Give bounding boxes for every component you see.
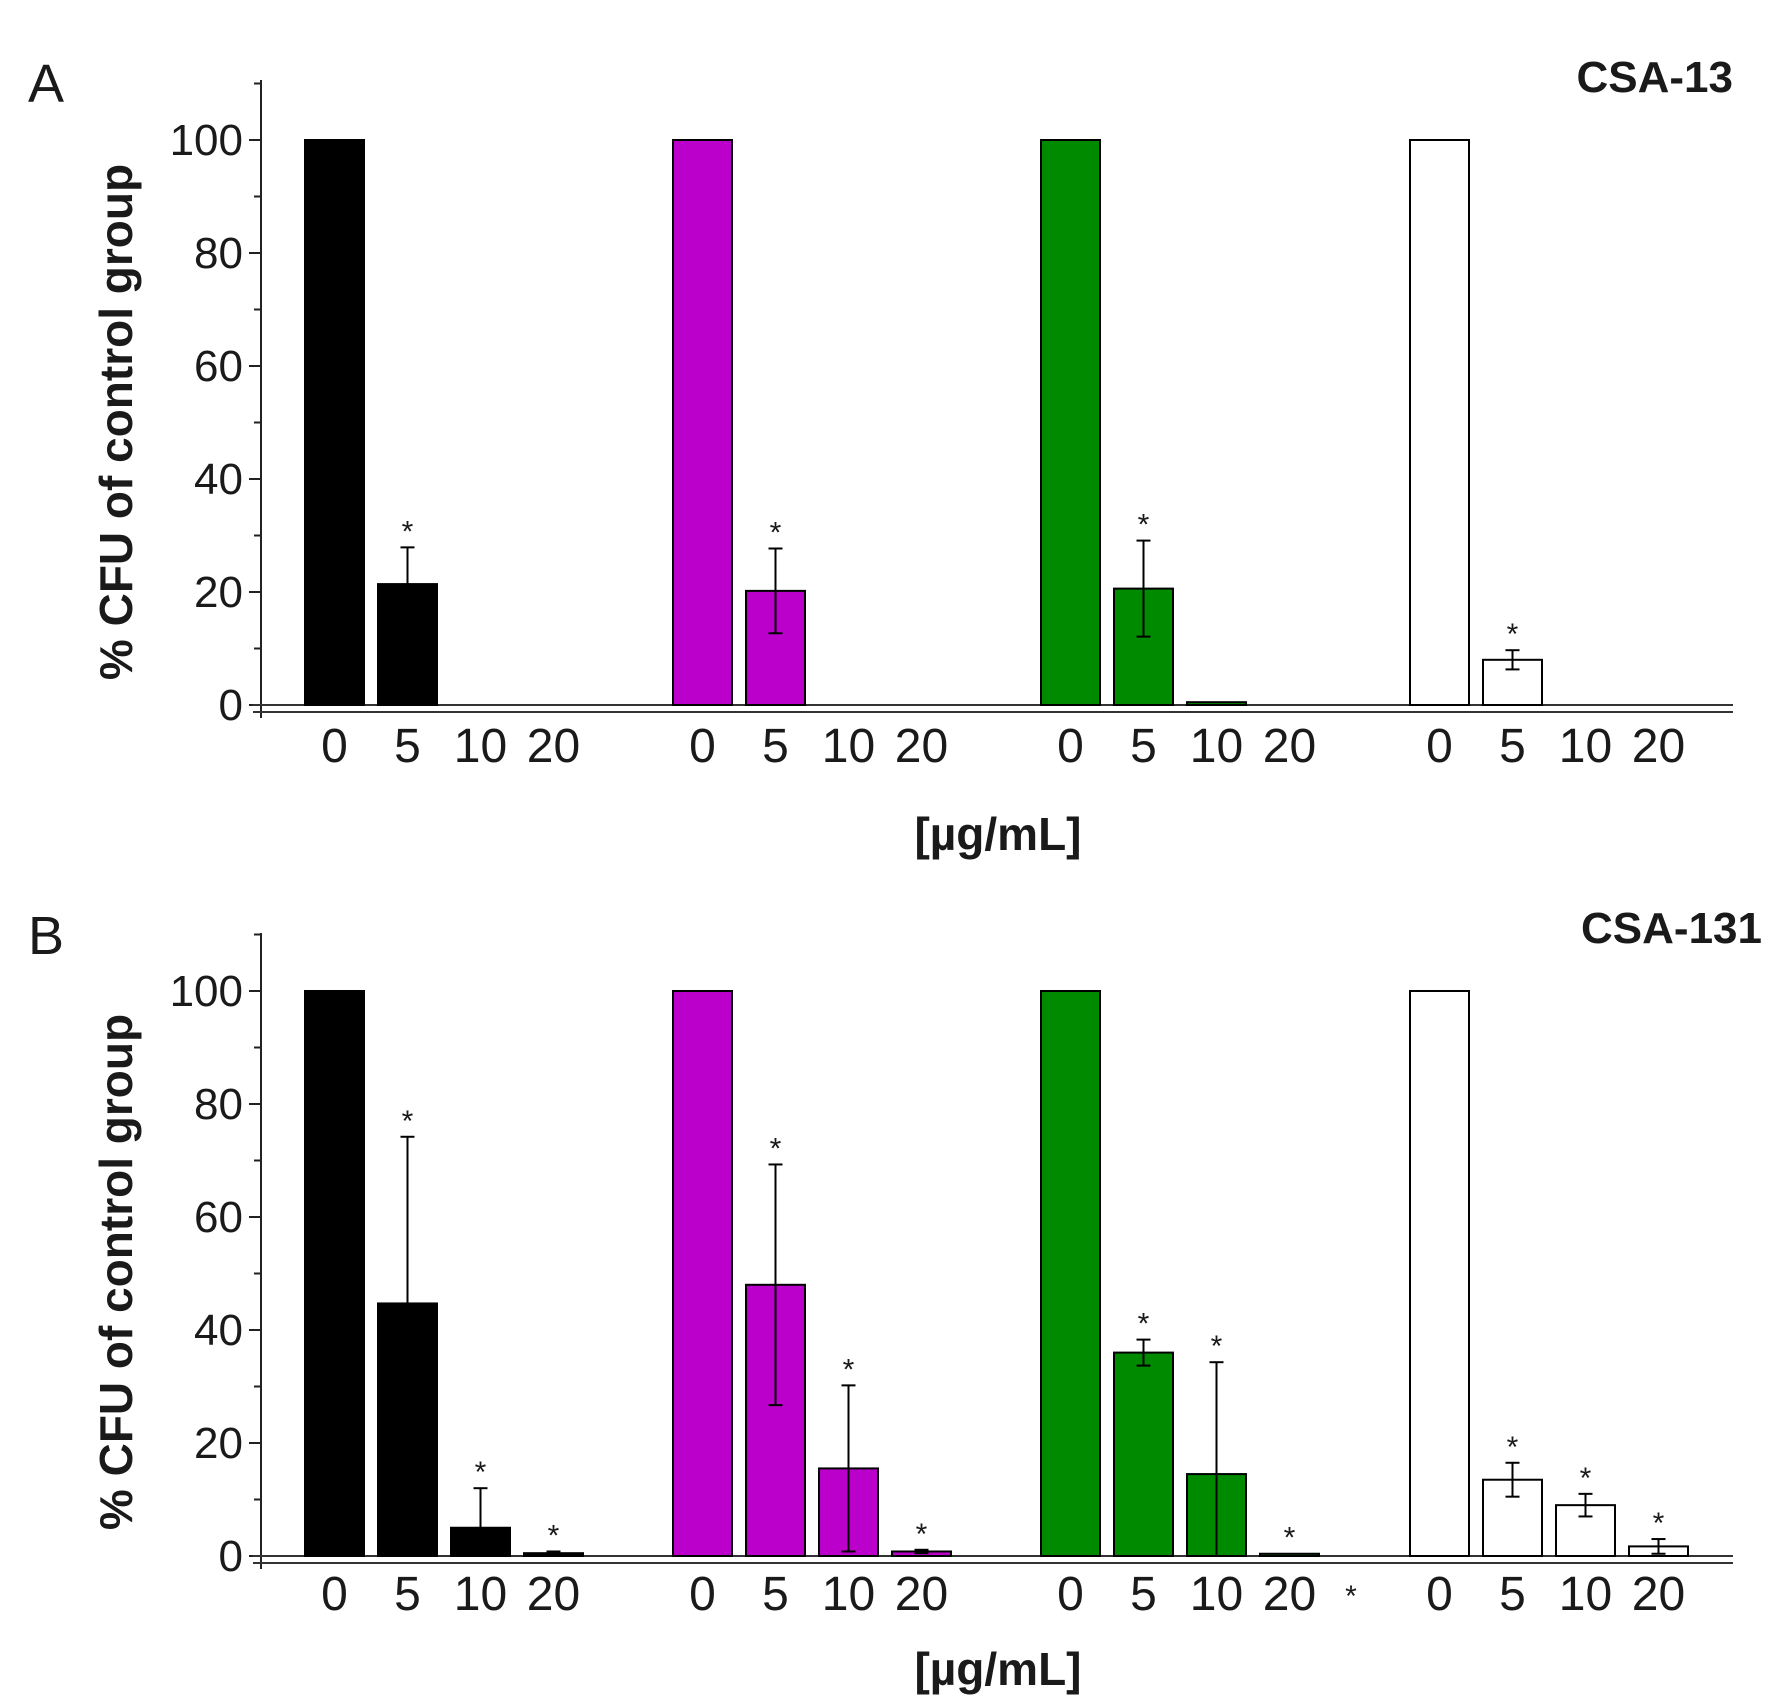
x-tick-label: 0 [689, 1568, 716, 1621]
significance-star: * [1580, 1462, 1592, 1495]
x-tick-label: 10 [1559, 1568, 1612, 1621]
significance-star: * [1211, 1330, 1223, 1363]
significance-star: * [1507, 1431, 1519, 1464]
bar [1409, 139, 1470, 706]
extra-significance-star: * [1345, 1580, 1357, 1613]
y-tick-label: 60 [194, 342, 243, 391]
x-tick-label: 20 [895, 1568, 948, 1621]
x-tick-label: 5 [1130, 1568, 1157, 1621]
x-tick-label: 0 [321, 720, 348, 773]
y-tick-label: 20 [194, 1419, 243, 1468]
y-tick-label: 80 [194, 229, 243, 278]
x-tick-label: 10 [1190, 1568, 1243, 1621]
x-tick-label: 5 [1499, 720, 1526, 773]
panel-title: CSA-131 [1581, 904, 1762, 953]
significance-star: * [1284, 1522, 1296, 1555]
bar [1113, 1351, 1174, 1557]
x-tick-label: 20 [1263, 720, 1316, 773]
y-axis-title: % CFU of control group [90, 1014, 142, 1530]
panel-label: B [28, 906, 64, 966]
x-tick-label: 5 [1130, 720, 1157, 773]
bar [672, 139, 733, 706]
y-tick-label: 60 [194, 1193, 243, 1242]
bar [1186, 701, 1247, 706]
bar [1409, 990, 1470, 1557]
x-tick-label: 20 [895, 720, 948, 773]
significance-star: * [1507, 618, 1519, 651]
x-tick-label: 0 [689, 720, 716, 773]
x-tick-label: 5 [1499, 1568, 1526, 1621]
y-tick-label: 20 [194, 568, 243, 617]
bar [1040, 990, 1101, 1557]
x-axis-title: [µg/mL] [914, 1643, 1081, 1695]
x-tick-label: 0 [1057, 720, 1084, 773]
x-tick-label: 0 [1057, 1568, 1084, 1621]
x-tick-label: 20 [527, 1568, 580, 1621]
y-tick-label: 100 [170, 967, 243, 1016]
x-tick-label: 20 [1263, 1568, 1316, 1621]
x-tick-label: 20 [1632, 1568, 1685, 1621]
x-tick-label: 5 [394, 720, 421, 773]
x-tick-label: 10 [454, 720, 507, 773]
y-tick-label: 100 [170, 116, 243, 165]
significance-star: * [1653, 1507, 1665, 1540]
significance-star: * [402, 515, 414, 548]
y-axis-title: % CFU of control group [90, 164, 142, 680]
significance-star: * [1138, 1308, 1150, 1341]
x-tick-label: 5 [394, 1568, 421, 1621]
x-tick-label: 0 [1426, 720, 1453, 773]
y-tick-label: 0 [219, 1532, 243, 1581]
x-tick-label: 10 [822, 1568, 875, 1621]
panel-label: A [28, 54, 64, 114]
bar [304, 990, 365, 1557]
x-tick-label: 5 [762, 1568, 789, 1621]
x-tick-label: 10 [454, 1568, 507, 1621]
bar [672, 990, 733, 1557]
x-tick-label: 10 [1190, 720, 1243, 773]
x-axis-title: [µg/mL] [914, 808, 1081, 860]
bar [1259, 1552, 1320, 1557]
x-tick-label: 20 [1632, 720, 1685, 773]
significance-star: * [402, 1105, 414, 1138]
significance-star: * [916, 1518, 928, 1551]
significance-star: * [770, 1132, 782, 1165]
x-tick-label: 10 [1559, 720, 1612, 773]
significance-star: * [548, 1519, 560, 1552]
significance-star: * [1138, 509, 1150, 542]
significance-star: * [843, 1353, 855, 1386]
y-tick-label: 40 [194, 455, 243, 504]
y-tick-label: 0 [219, 681, 243, 730]
significance-star: * [770, 516, 782, 549]
x-tick-label: 0 [1426, 1568, 1453, 1621]
bar [1040, 139, 1101, 706]
x-tick-label: 10 [822, 720, 875, 773]
bar [304, 139, 365, 706]
panel-title: CSA-13 [1577, 53, 1734, 102]
x-tick-label: 5 [762, 720, 789, 773]
significance-star: * [475, 1456, 487, 1489]
y-tick-label: 80 [194, 1080, 243, 1129]
x-tick-label: 0 [321, 1568, 348, 1621]
y-tick-label: 40 [194, 1306, 243, 1355]
x-tick-label: 20 [527, 720, 580, 773]
